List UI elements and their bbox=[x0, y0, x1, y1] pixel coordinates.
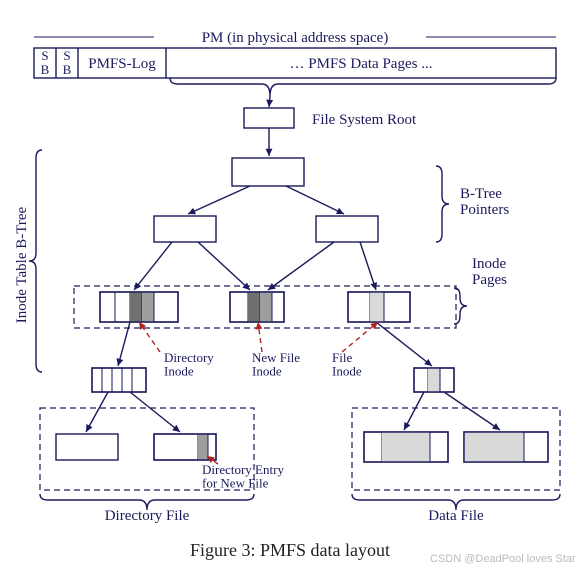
svg-text:S: S bbox=[63, 48, 70, 63]
svg-text:InodePages: InodePages bbox=[472, 256, 507, 288]
svg-text:Directory Entryfor New File: Directory Entryfor New File bbox=[202, 462, 284, 491]
svg-text:… PMFS Data Pages ...: … PMFS Data Pages ... bbox=[290, 56, 433, 72]
svg-text:FileInode: FileInode bbox=[332, 350, 362, 379]
svg-text:New FileInode: New FileInode bbox=[252, 350, 300, 379]
svg-text:CSDN @DeadPool loves Star: CSDN @DeadPool loves Star bbox=[430, 553, 576, 565]
svg-text:Figure 3: PMFS data layout: Figure 3: PMFS data layout bbox=[190, 540, 390, 560]
svg-text:DirectoryInode: DirectoryInode bbox=[164, 350, 214, 379]
svg-text:Directory File: Directory File bbox=[105, 508, 190, 524]
svg-text:File System Root: File System Root bbox=[312, 112, 417, 128]
svg-text:PMFS-Log: PMFS-Log bbox=[88, 56, 156, 72]
svg-text:B-TreePointers: B-TreePointers bbox=[460, 186, 509, 218]
svg-text:B: B bbox=[41, 62, 50, 77]
svg-text:S: S bbox=[41, 48, 48, 63]
svg-text:Data File: Data File bbox=[428, 508, 484, 524]
svg-text:PM (in physical address space): PM (in physical address space) bbox=[202, 30, 389, 46]
svg-text:Inode Table B-Tree: Inode Table B-Tree bbox=[14, 206, 30, 323]
svg-text:B: B bbox=[63, 62, 72, 77]
